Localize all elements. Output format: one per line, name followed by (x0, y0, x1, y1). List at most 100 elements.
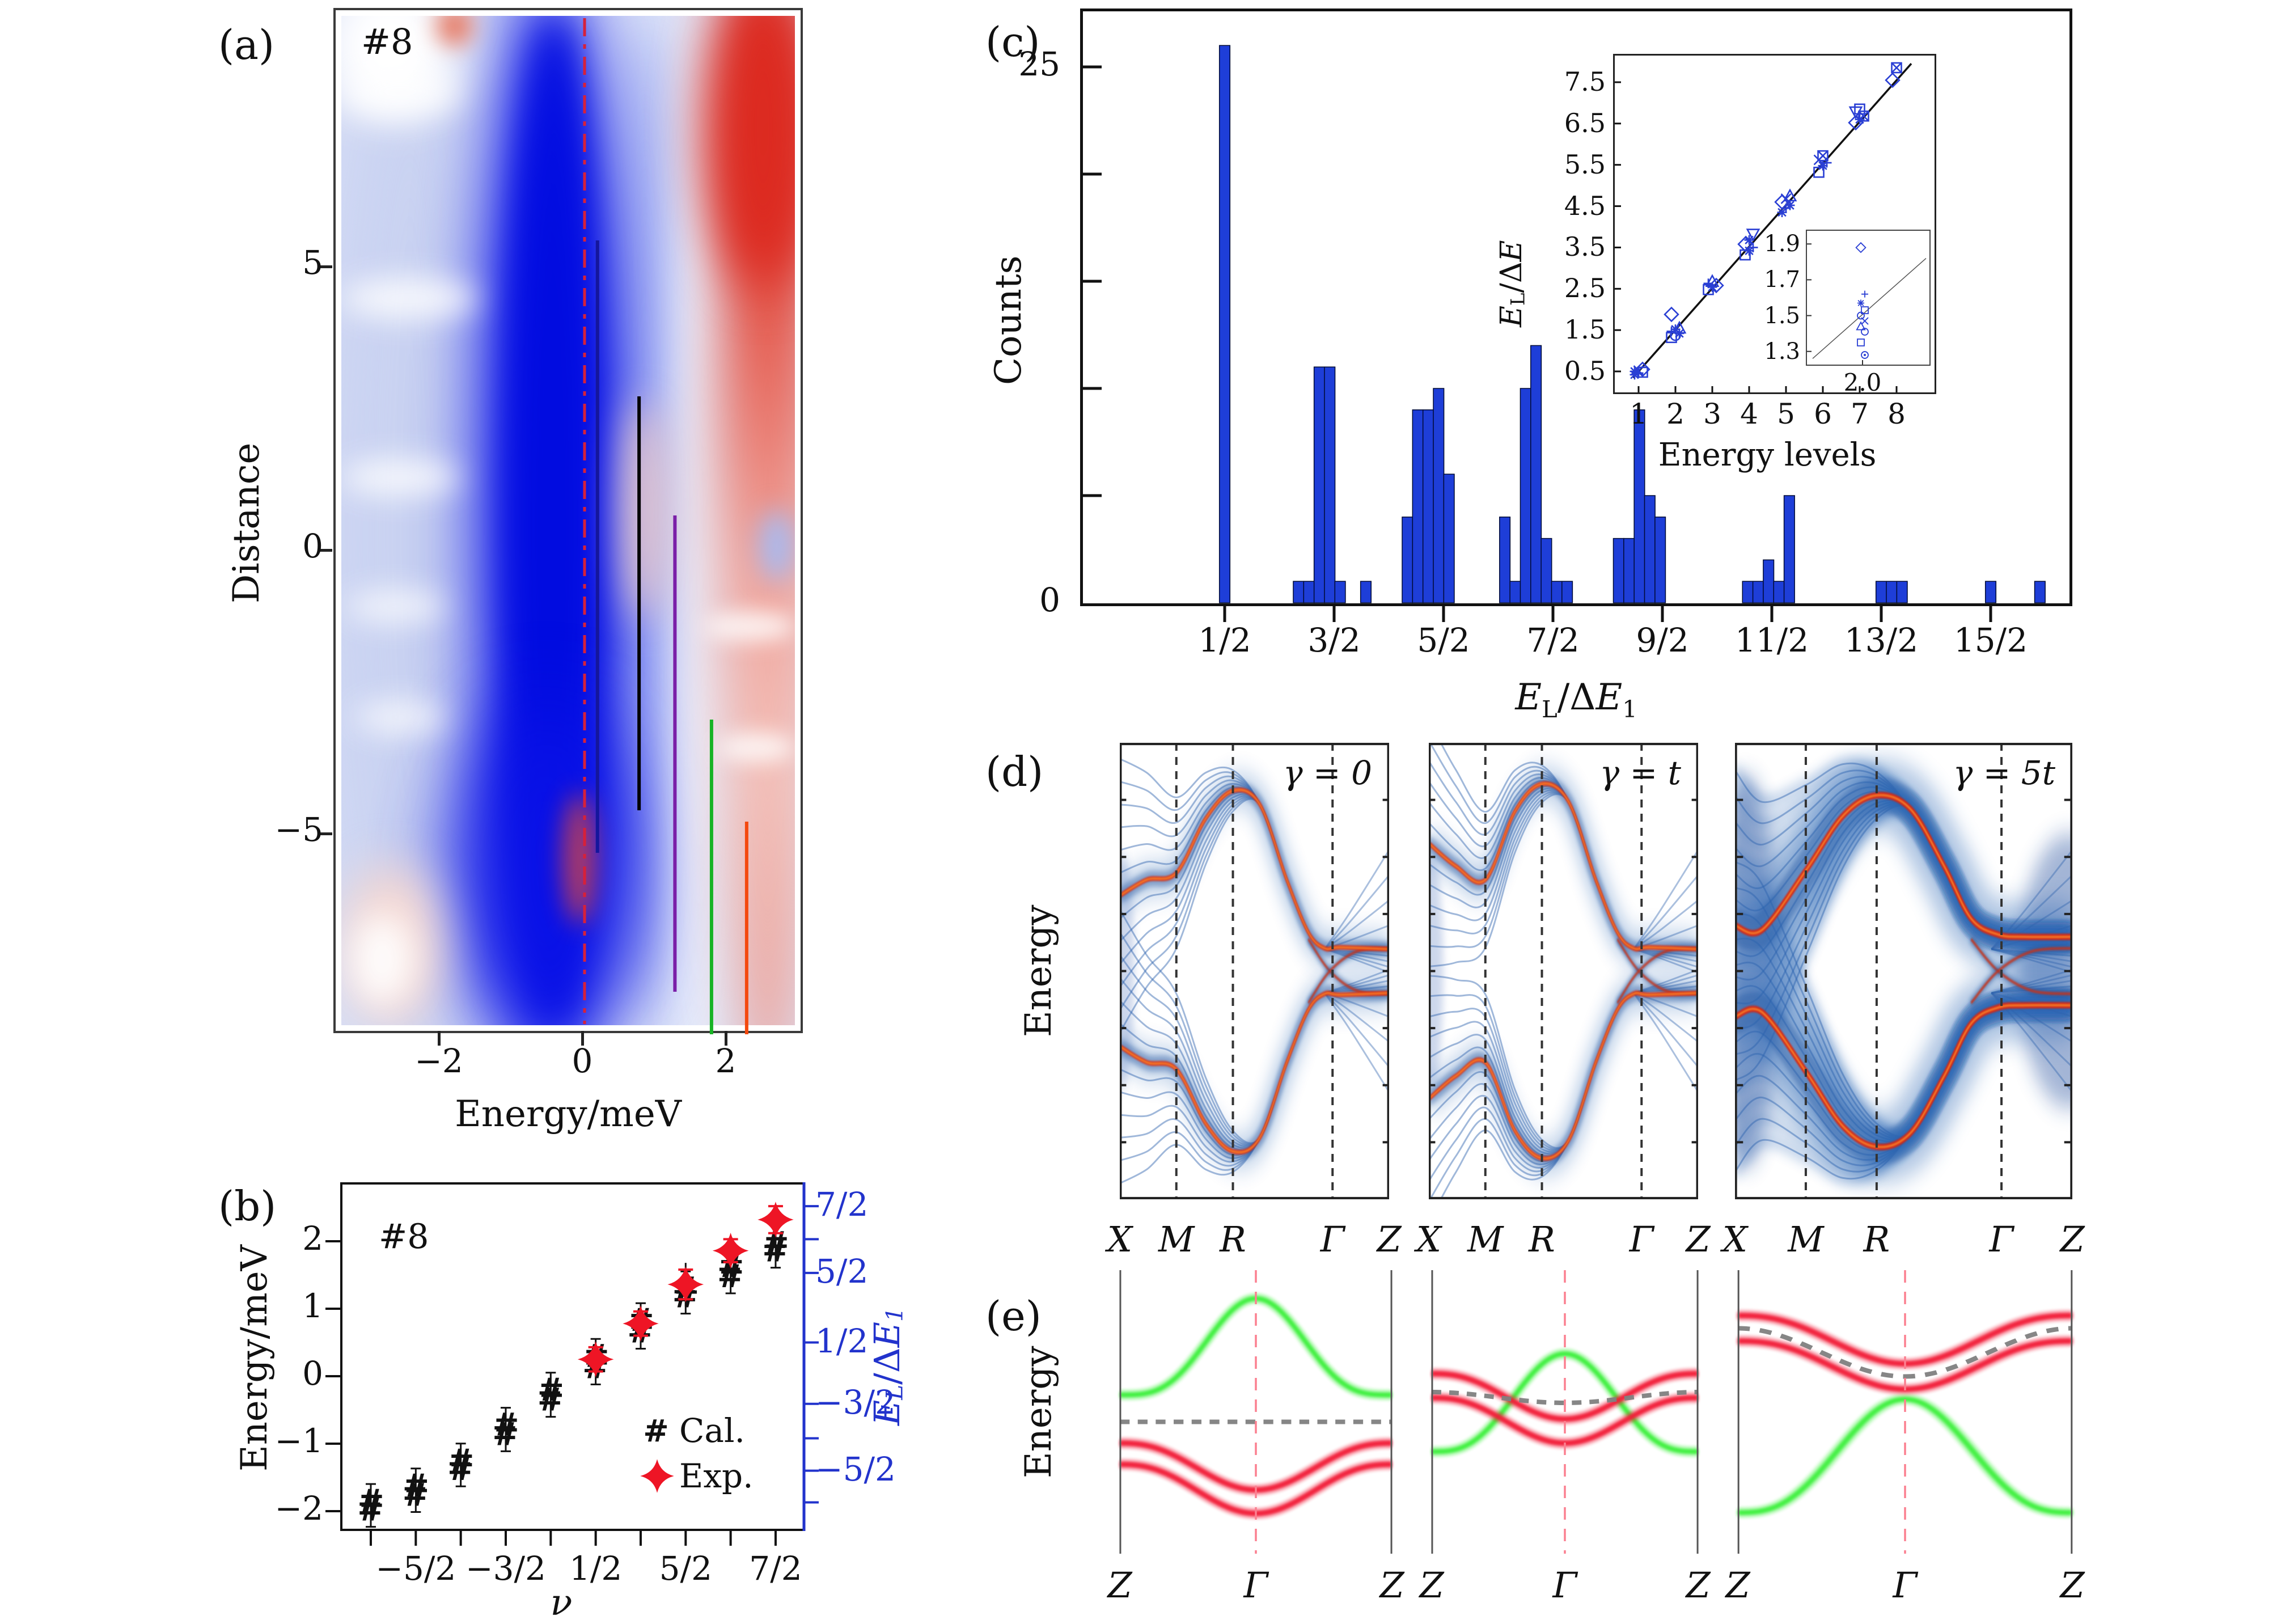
panel-c-inset-ylabel: EL/ΔE (1495, 240, 1529, 327)
svg-text:#: # (643, 1412, 668, 1449)
panel-d-gammat-label: γ = t (1599, 754, 1681, 792)
panel-c-inset-xtick-label: 8 (1887, 397, 1906, 430)
svg-text:#: # (358, 1491, 384, 1529)
panel-c-ytick-label: 0 (1039, 581, 1060, 619)
panel-c-inset-xtick-label: 2 (1666, 397, 1685, 430)
panel-e-schematic-1 (1119, 1270, 1393, 1554)
panel-c-xlabel: EL/ΔE1 (1515, 676, 1637, 723)
panel-e-xtick-label: Z (2060, 1564, 2085, 1606)
svg-text:#: # (493, 1415, 519, 1453)
panel-c-xtick-label: 11/2 (1734, 621, 1809, 659)
tick-mark (318, 549, 332, 552)
panel-a-sample-tag: #8 (361, 21, 413, 62)
panel-e-label: (e) (985, 1292, 1042, 1340)
panel-c-label: (c) (985, 18, 1040, 66)
panel-a-ytick-label: 0 (302, 527, 323, 565)
panel-a-level-lines (583, 18, 748, 1034)
panel-b-xtick-label: 5/2 (659, 1549, 712, 1588)
panel-c-inset-ytick-label: 3.5 (1564, 231, 1606, 263)
heatmap-art-blob (341, 460, 459, 496)
heatmap-art-blob (341, 278, 477, 319)
panel-c-inset-ytick-label: 0.5 (1564, 356, 1606, 386)
tick-mark (318, 832, 332, 835)
tick-mark (581, 1031, 584, 1046)
panel-e-xtick-label: Γ (1552, 1564, 1577, 1606)
svg-text:#: # (763, 1232, 789, 1270)
panel-b-ytick-label: 0 (302, 1354, 323, 1393)
panel-d-kpoint-label: X (1416, 1219, 1442, 1260)
panel-d-label: (d) (985, 748, 1044, 796)
panel-a-heatmap-frame: #8 (333, 8, 803, 1034)
panel-d-spectral-gamma5t (1735, 743, 2072, 1199)
heatmap-art-blob (350, 914, 414, 1005)
panel-a-ytick-label: 5 (302, 243, 323, 282)
panel-d-kpoint-label: R (1529, 1219, 1555, 1260)
tick-mark (318, 265, 332, 268)
panel-b-plot: ##################### (325, 1182, 819, 1546)
panel-c-xtick-label: 1/2 (1198, 621, 1251, 659)
panel-b-ytick-label: 1 (302, 1287, 323, 1325)
svg-text:#: # (403, 1476, 429, 1513)
tick-mark (438, 1031, 441, 1046)
panel-d-kpoint-label: Z (1686, 1219, 1711, 1260)
panel-d-kpoint-label: Γ (1320, 1219, 1345, 1260)
panel-b-right-ytick-label: −3/2 (815, 1382, 896, 1422)
svg-text:#: # (537, 1371, 564, 1409)
panel-c-inset-xtick-label: 5 (1777, 397, 1795, 430)
panel-e-xtick-label: Γ (1243, 1564, 1268, 1606)
panel-d-kpoint-label: Γ (1989, 1219, 2014, 1260)
panel-c-inset-xtick-label: 7 (1851, 397, 1869, 430)
panel-c-ytick-label: 25 (1018, 45, 1060, 83)
panel-d-kpoint-label: X (1722, 1219, 1748, 1260)
panel-e-xtick-label: Z (1379, 1564, 1404, 1606)
panel-c-inset-xtick-label: 4 (1740, 397, 1758, 430)
panel-b-label: (b) (218, 1182, 277, 1230)
panel-b-ytick-label: 2 (302, 1219, 323, 1258)
panel-c-ylabel: Counts (988, 255, 1030, 386)
panel-e-schematic-2 (1431, 1270, 1699, 1554)
panel-d-gamma5t-label: γ = 5t (1953, 754, 2055, 792)
panel-d-kpoint-label: X (1107, 1219, 1133, 1260)
panel-b-xtick-label: 1/2 (569, 1549, 623, 1588)
panel-d-kpoint-label: Z (1377, 1219, 1402, 1260)
panel-c-xtick-label: 9/2 (1636, 621, 1689, 659)
panel-c-inset-ytick-label: 1.5 (1564, 314, 1606, 345)
panel-a-ylabel: Distance (226, 442, 268, 603)
panel-c-subinset-ytick-label: 1.9 (1764, 231, 1800, 257)
panel-d-ylabel: Energy (1018, 904, 1060, 1037)
svg-text:#: # (493, 1406, 519, 1444)
panel-e-ylabel: Energy (1018, 1346, 1060, 1478)
heatmap-art-blob (346, 591, 446, 621)
panel-a-xtick-label: −2 (414, 1042, 463, 1080)
panel-b-right-ytick-label: 5/2 (815, 1251, 869, 1291)
panel-c-subinset-ytick-label: 1.7 (1764, 267, 1800, 293)
panel-c-xtick-label: 7/2 (1526, 621, 1580, 659)
panel-d-kpoint-label: M (1158, 1219, 1195, 1260)
panel-b-ytick-label: −2 (274, 1489, 324, 1528)
heatmap-art-blob (704, 611, 795, 642)
panel-d-spectral-gamma0 (1120, 743, 1389, 1199)
panel-d-spectral-gammat (1429, 743, 1698, 1199)
panel-e-xtick-label: Z (1686, 1564, 1711, 1606)
panel-a-ytick-label: −5 (274, 810, 324, 849)
panel-c-inset-ytick-label: 6.5 (1564, 107, 1606, 138)
panel-d-kpoint-label: M (1467, 1219, 1504, 1260)
panel-b-right-ytick-label: −5/2 (815, 1449, 896, 1488)
panel-c-xtick-label: 5/2 (1417, 621, 1470, 659)
panel-c-inset-ytick-label: 4.5 (1564, 190, 1606, 221)
panel-a-xtick-label: 2 (715, 1042, 737, 1080)
panel-b-xtick-label: −5/2 (375, 1549, 456, 1588)
panel-c-subinset-xtick-label: 2.0 (1843, 369, 1882, 396)
panel-c-histogram (1080, 9, 2072, 622)
panel-d-kpoint-label: R (1863, 1219, 1890, 1260)
panel-b-sample-tag: #8 (379, 1217, 429, 1257)
panel-b-xlabel: ν (550, 1582, 573, 1624)
panel-c-inset-ytick-label: 7.5 (1564, 66, 1606, 97)
panel-b-legend-exp-label: Exp. (679, 1457, 754, 1495)
svg-text:#: # (537, 1381, 564, 1419)
panel-b-legend-cal-label: Cal. (679, 1411, 745, 1450)
panel-d-kpoint-label: Z (2060, 1219, 2085, 1260)
panel-b-right-ytick-label: 1/2 (815, 1321, 869, 1360)
